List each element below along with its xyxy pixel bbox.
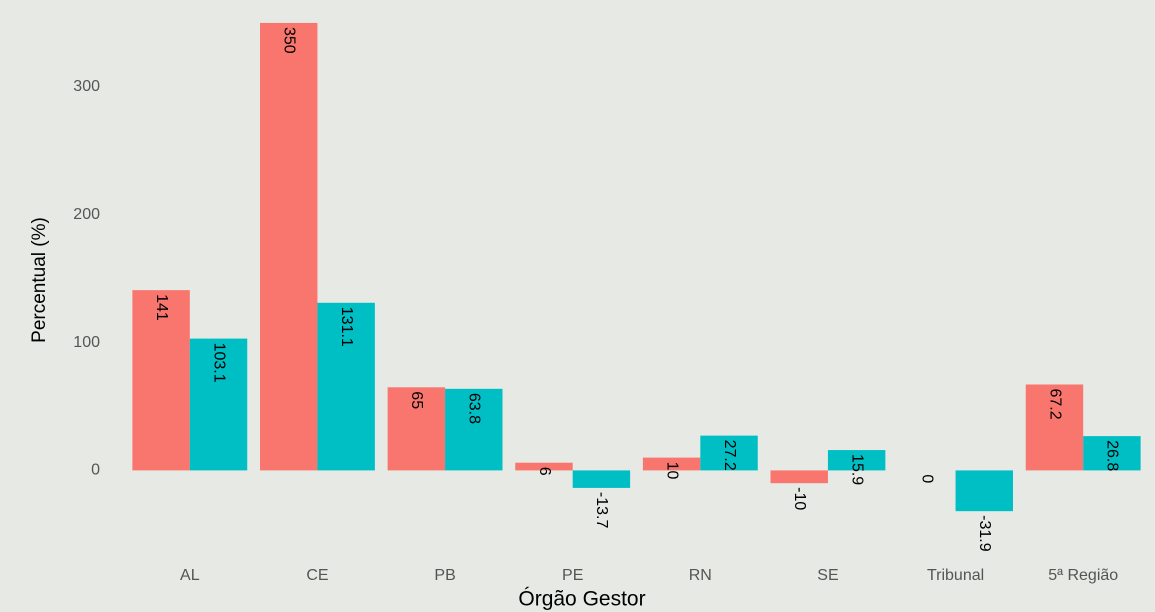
- value-label: 27.2: [721, 440, 738, 471]
- bar: [700, 435, 758, 471]
- y-tick-label: 200: [73, 206, 100, 223]
- y-tick-label: 300: [73, 78, 100, 95]
- bar: [955, 470, 1013, 512]
- x-axis-title: Órgão Gestor: [518, 588, 645, 611]
- x-tick-label: PE: [562, 567, 583, 584]
- x-tick-label: PB: [434, 567, 455, 584]
- value-label: 131.1: [338, 307, 355, 347]
- x-tick-label: CE: [306, 567, 328, 584]
- value-label: 0: [919, 474, 936, 483]
- value-label: 141: [153, 294, 170, 321]
- bar: [1083, 436, 1141, 471]
- value-label: 15.9: [848, 454, 865, 485]
- x-tick-label: 5ª Região: [1048, 567, 1118, 584]
- value-label: 350: [280, 27, 297, 54]
- bar: [189, 338, 248, 471]
- y-tick-label: 0: [91, 462, 100, 479]
- bar: [572, 470, 631, 488]
- x-tick-label: RN: [689, 567, 712, 584]
- bar: [642, 457, 701, 471]
- bar: [827, 450, 886, 471]
- bar: [387, 387, 446, 471]
- x-tick-label: SE: [817, 567, 838, 584]
- value-label: 6: [536, 467, 553, 476]
- value-label: -10: [791, 487, 808, 510]
- value-label: 26.8: [1104, 440, 1121, 471]
- x-tick-label: Tribunal: [927, 567, 984, 584]
- value-label: 10: [663, 462, 680, 480]
- bar: [515, 462, 573, 471]
- y-axis-title: Percentual (%): [29, 217, 50, 343]
- value-label: -31.9: [976, 515, 993, 552]
- bar: [770, 470, 828, 484]
- value-label: 67.2: [1046, 388, 1063, 419]
- value-label: 103.1: [210, 343, 227, 383]
- bar: [445, 388, 503, 471]
- value-label: 63.8: [466, 393, 483, 424]
- y-tick-label: 100: [73, 334, 100, 351]
- bar: [260, 22, 318, 471]
- x-tick-label: AL: [180, 567, 200, 584]
- bar: [317, 302, 375, 471]
- bar: [132, 290, 190, 471]
- value-label: -13.7: [593, 492, 610, 529]
- value-label: 65: [408, 391, 425, 409]
- bar: [1025, 384, 1084, 471]
